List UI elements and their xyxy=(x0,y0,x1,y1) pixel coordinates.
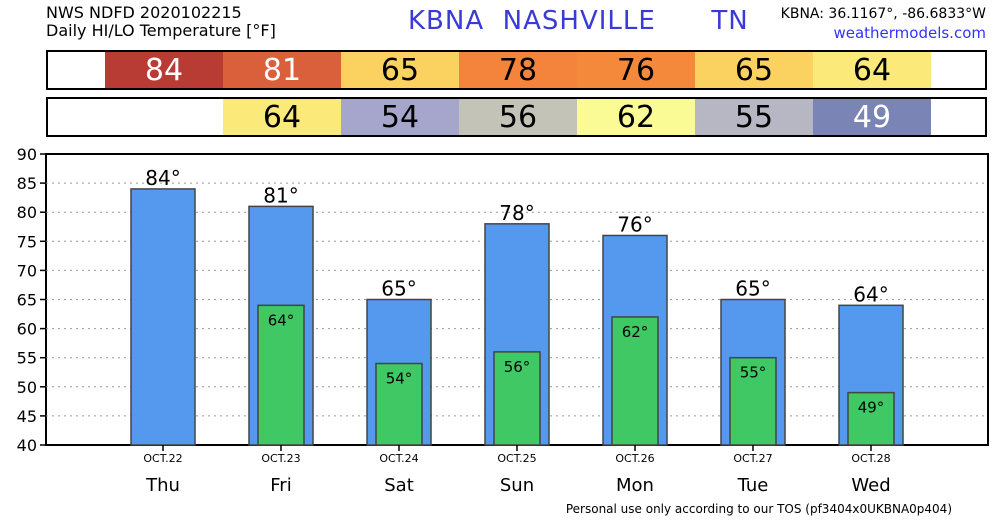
date-label: OCT.26 xyxy=(615,452,654,465)
date-label: OCT.28 xyxy=(851,452,890,465)
date-label: OCT.25 xyxy=(497,452,536,465)
station-title: KBNA NASHVILLE TN xyxy=(408,6,749,36)
day-label: Fri xyxy=(270,475,291,496)
y-tick-label: 65 xyxy=(17,291,37,310)
y-tick-label: 85 xyxy=(17,174,37,193)
low-bar xyxy=(611,316,659,446)
lo-cell: 54 xyxy=(341,99,459,135)
low-bar xyxy=(257,304,305,446)
lo-cell xyxy=(105,99,223,135)
hi-cell: 65 xyxy=(695,52,813,88)
high-label: 64° xyxy=(853,282,888,306)
high-label: 76° xyxy=(617,212,652,236)
hi-cell: 81 xyxy=(223,52,341,88)
hi-cell: 84 xyxy=(105,52,223,88)
low-bar xyxy=(375,362,423,446)
day-label: Thu xyxy=(145,475,180,496)
lo-cell: 55 xyxy=(695,99,813,135)
hi-cell: 76 xyxy=(577,52,695,88)
y-tick-label: 75 xyxy=(17,232,37,251)
day-label: Sun xyxy=(500,475,534,496)
lo-cell: 62 xyxy=(577,99,695,135)
y-tick-label: 60 xyxy=(17,320,37,339)
date-label: OCT.24 xyxy=(379,452,418,465)
day-label: Tue xyxy=(737,475,769,496)
day-label: Mon xyxy=(616,475,654,496)
y-tick-label: 40 xyxy=(17,436,37,455)
product-title: NWS NDFD 2020102215 xyxy=(46,3,242,22)
low-bar xyxy=(729,356,777,446)
low-label: 64° xyxy=(268,311,295,329)
high-label: 65° xyxy=(735,277,770,301)
high-label: 84° xyxy=(145,166,180,190)
hi-cell: 64 xyxy=(813,52,931,88)
low-label: 56° xyxy=(504,358,531,376)
hi-cell: 78 xyxy=(459,52,577,88)
day-label: Wed xyxy=(851,475,890,496)
y-tick-label: 45 xyxy=(17,407,37,426)
high-bar xyxy=(130,188,196,446)
low-label: 54° xyxy=(386,370,413,388)
hi-cell: 65 xyxy=(341,52,459,88)
date-label: OCT.22 xyxy=(143,452,182,465)
low-label: 55° xyxy=(740,364,767,382)
lo-cell: 49 xyxy=(813,99,931,135)
date-label: OCT.23 xyxy=(261,452,300,465)
high-label: 78° xyxy=(499,201,534,225)
high-label: 65° xyxy=(381,277,416,301)
day-label: Sat xyxy=(384,475,414,496)
high-temp-band: 84 81 65 78 76 65 64 xyxy=(46,50,987,90)
y-tick-label: 55 xyxy=(17,349,37,368)
low-bar xyxy=(847,391,895,446)
site-link[interactable]: weathermodels.com xyxy=(833,24,986,42)
lo-cell: 64 xyxy=(223,99,341,135)
lo-cell: 56 xyxy=(459,99,577,135)
y-tick-label: 70 xyxy=(17,261,37,280)
low-temp-band: 64 54 56 62 55 49 xyxy=(46,97,987,137)
low-label: 62° xyxy=(622,323,649,341)
footer-note: Personal use only according to our TOS (… xyxy=(565,502,952,516)
low-label: 49° xyxy=(858,399,885,417)
y-tick-label: 90 xyxy=(17,145,37,164)
y-tick-label: 80 xyxy=(17,203,37,222)
parameter-title: Daily HI/LO Temperature [°F] xyxy=(46,21,276,40)
high-label: 81° xyxy=(263,183,298,207)
date-label: OCT.27 xyxy=(733,452,772,465)
station-coordinates: KBNA: 36.1167°, -86.6833°W xyxy=(780,6,986,22)
y-tick-label: 50 xyxy=(17,378,37,397)
